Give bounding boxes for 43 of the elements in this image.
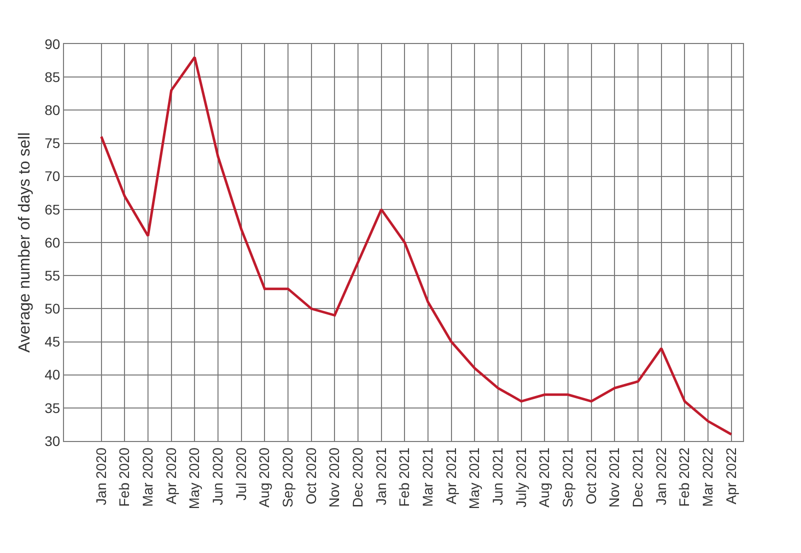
y-tick-label: 45 bbox=[44, 334, 60, 350]
x-tick-label: Feb 2021 bbox=[396, 447, 412, 507]
x-tick-label: Aug 2020 bbox=[256, 447, 272, 508]
y-tick-label: 75 bbox=[44, 135, 60, 152]
y-tick-label: 55 bbox=[44, 267, 60, 284]
y-tick-label: 60 bbox=[44, 234, 60, 250]
x-tick-label: Feb 2020 bbox=[116, 447, 132, 507]
y-tick-label: 50 bbox=[44, 300, 60, 317]
y-tick-label: 80 bbox=[44, 102, 60, 118]
x-tick-label: Jan 2020 bbox=[92, 447, 109, 506]
x-tick-label: May 2021 bbox=[466, 447, 482, 510]
x-tick-label: Mar 2021 bbox=[420, 447, 436, 507]
y-axis-title: Average number of days to sell bbox=[16, 132, 34, 353]
x-tick-label: Nov 2021 bbox=[606, 447, 622, 508]
y-tick-label: 35 bbox=[44, 400, 60, 416]
x-tick-label: Jun 2021 bbox=[490, 447, 506, 506]
x-tick-label: Jan 2021 bbox=[372, 447, 389, 506]
x-tick-label: Sep 2020 bbox=[280, 447, 296, 508]
x-tick-label: Oct 2021 bbox=[582, 447, 599, 504]
line-series bbox=[100, 56, 733, 436]
y-tick-label: 90 bbox=[44, 36, 60, 52]
x-tick-label: Apr 2020 bbox=[162, 447, 179, 504]
y-tick-label: 65 bbox=[44, 201, 60, 218]
x-tick-label: Oct 2020 bbox=[302, 447, 319, 504]
x-tick-label: May 2020 bbox=[186, 447, 202, 510]
x-tick-label: Dec 2021 bbox=[630, 447, 646, 508]
x-tick-label: Mar 2022 bbox=[700, 447, 716, 507]
y-tick-label: 40 bbox=[44, 366, 60, 383]
x-tick-label: July 2021 bbox=[512, 447, 529, 508]
x-tick-label: Dec 2020 bbox=[350, 447, 366, 508]
x-tick-label: Apr 2021 bbox=[442, 447, 459, 504]
x-tick-label: Jul 2020 bbox=[232, 447, 249, 501]
x-tick-label: Mar 2020 bbox=[140, 447, 156, 507]
x-tick-label: Jan 2022 bbox=[652, 447, 669, 506]
x-tick-label: Aug 2021 bbox=[536, 447, 552, 508]
x-tick-label: Feb 2022 bbox=[676, 447, 692, 507]
x-tick-label: Sep 2021 bbox=[560, 447, 576, 508]
x-tick-label: Jun 2020 bbox=[210, 447, 226, 506]
x-tick-label: Apr 2022 bbox=[722, 447, 739, 504]
y-tick-label: 70 bbox=[44, 168, 60, 184]
y-tick-label: 85 bbox=[44, 68, 60, 85]
x-tick-label: Nov 2020 bbox=[326, 447, 342, 508]
y-tick-label: 30 bbox=[44, 432, 60, 449]
